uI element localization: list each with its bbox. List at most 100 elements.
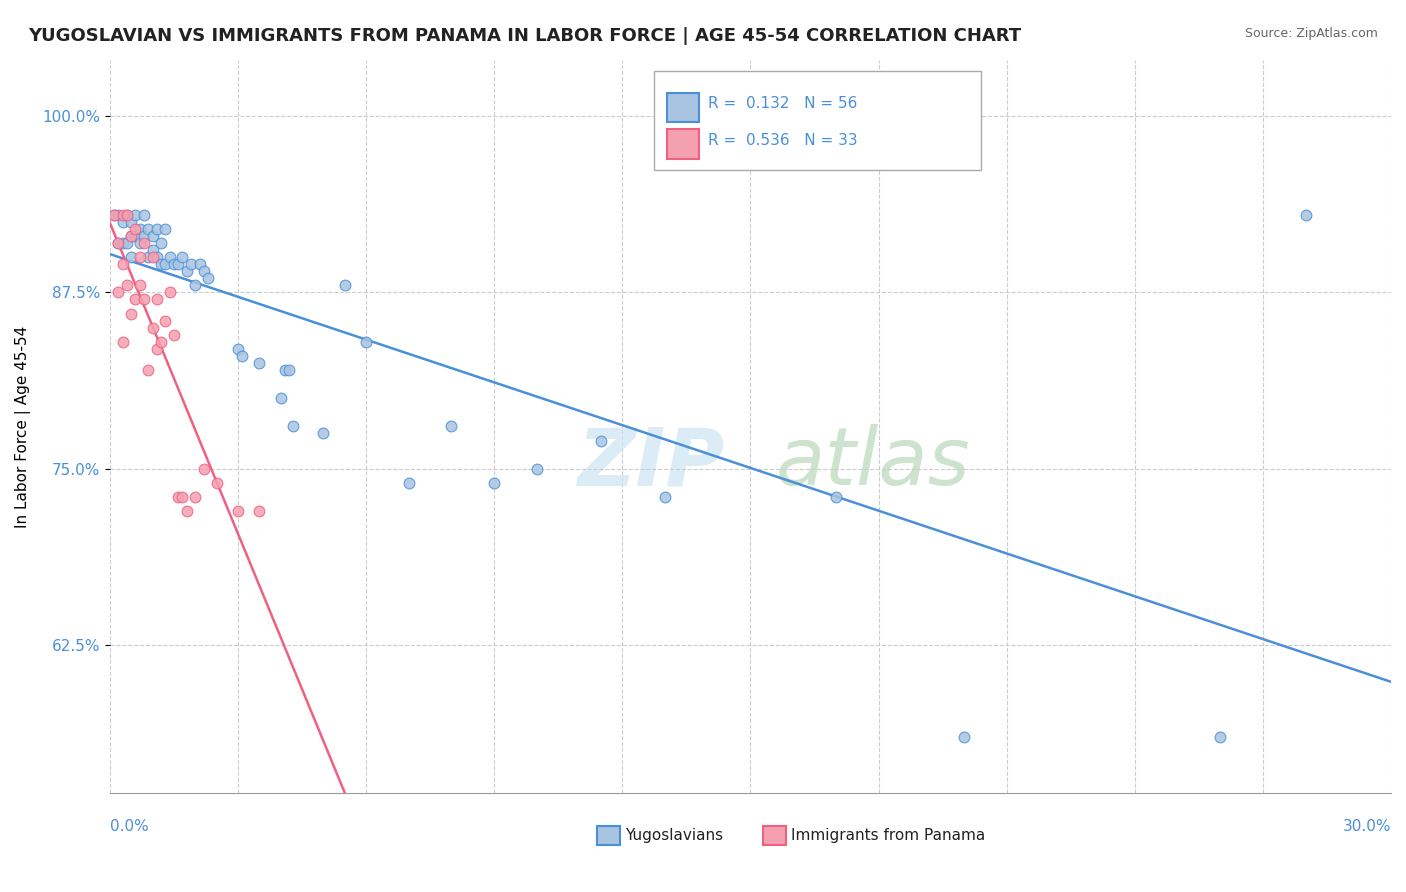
Point bbox=[188, 257, 211, 271]
Point bbox=[128, 235, 150, 250]
Point bbox=[150, 235, 173, 250]
Point bbox=[354, 334, 377, 349]
FancyBboxPatch shape bbox=[654, 70, 981, 169]
FancyBboxPatch shape bbox=[763, 826, 786, 845]
Point bbox=[120, 250, 142, 264]
Point bbox=[146, 293, 169, 307]
Text: ZIP: ZIP bbox=[578, 424, 725, 502]
Point bbox=[107, 235, 129, 250]
Point bbox=[150, 257, 173, 271]
Text: Yugoslavians: Yugoslavians bbox=[624, 829, 723, 843]
Point bbox=[146, 342, 169, 356]
Point bbox=[231, 349, 253, 363]
Point bbox=[953, 730, 976, 744]
Text: 0.0%: 0.0% bbox=[110, 819, 149, 834]
Point bbox=[155, 222, 177, 236]
Point bbox=[824, 490, 846, 504]
Point bbox=[274, 363, 297, 377]
Text: R =  0.536   N = 33: R = 0.536 N = 33 bbox=[709, 133, 858, 148]
Point bbox=[1295, 208, 1317, 222]
Point bbox=[115, 208, 138, 222]
Point bbox=[124, 293, 146, 307]
Point bbox=[163, 327, 186, 342]
Point bbox=[111, 215, 134, 229]
Point bbox=[176, 264, 198, 278]
Point bbox=[132, 208, 155, 222]
Point bbox=[180, 257, 202, 271]
Point bbox=[172, 250, 194, 264]
Point bbox=[124, 208, 146, 222]
Point bbox=[155, 257, 177, 271]
Point bbox=[159, 250, 181, 264]
Point bbox=[176, 504, 198, 518]
Point bbox=[482, 475, 505, 490]
Point bbox=[333, 278, 356, 293]
Point bbox=[107, 285, 129, 300]
Point bbox=[278, 363, 301, 377]
Point bbox=[136, 222, 159, 236]
Point bbox=[141, 250, 163, 264]
Point bbox=[132, 229, 155, 244]
Point bbox=[440, 419, 463, 434]
Point bbox=[132, 235, 155, 250]
Text: Immigrants from Panama: Immigrants from Panama bbox=[792, 829, 986, 843]
FancyBboxPatch shape bbox=[666, 129, 699, 159]
Point bbox=[103, 208, 125, 222]
Point bbox=[247, 356, 270, 370]
Point bbox=[283, 419, 305, 434]
Point bbox=[107, 235, 129, 250]
Text: Source: ZipAtlas.com: Source: ZipAtlas.com bbox=[1244, 27, 1378, 40]
Point bbox=[103, 208, 125, 222]
Point bbox=[128, 222, 150, 236]
Text: 30.0%: 30.0% bbox=[1343, 819, 1391, 834]
Point bbox=[124, 222, 146, 236]
Point bbox=[226, 342, 249, 356]
Point bbox=[146, 222, 169, 236]
Point bbox=[163, 257, 186, 271]
FancyBboxPatch shape bbox=[666, 93, 699, 122]
Point bbox=[150, 334, 173, 349]
Point bbox=[120, 229, 142, 244]
Point bbox=[398, 475, 420, 490]
Point bbox=[226, 504, 249, 518]
Point bbox=[120, 229, 142, 244]
Point bbox=[159, 285, 181, 300]
Point bbox=[146, 250, 169, 264]
Point bbox=[111, 235, 134, 250]
Point bbox=[111, 208, 134, 222]
Point bbox=[141, 229, 163, 244]
Text: atlas: atlas bbox=[776, 424, 970, 502]
Point bbox=[184, 490, 207, 504]
Point bbox=[197, 271, 219, 285]
Point bbox=[136, 363, 159, 377]
Point bbox=[654, 490, 676, 504]
Text: YUGOSLAVIAN VS IMMIGRANTS FROM PANAMA IN LABOR FORCE | AGE 45-54 CORRELATION CHA: YUGOSLAVIAN VS IMMIGRANTS FROM PANAMA IN… bbox=[28, 27, 1021, 45]
Point bbox=[270, 391, 292, 405]
Point bbox=[184, 278, 207, 293]
Point bbox=[115, 278, 138, 293]
Point bbox=[120, 215, 142, 229]
Point bbox=[172, 490, 194, 504]
Point bbox=[111, 257, 134, 271]
Point bbox=[124, 229, 146, 244]
Point bbox=[107, 208, 129, 222]
Point bbox=[312, 426, 335, 441]
Y-axis label: In Labor Force | Age 45-54: In Labor Force | Age 45-54 bbox=[15, 326, 31, 527]
Point bbox=[1209, 730, 1232, 744]
Text: R =  0.132   N = 56: R = 0.132 N = 56 bbox=[709, 96, 858, 112]
Point bbox=[247, 504, 270, 518]
Point bbox=[128, 278, 150, 293]
Point bbox=[115, 208, 138, 222]
Point bbox=[141, 320, 163, 334]
Point bbox=[120, 307, 142, 321]
FancyBboxPatch shape bbox=[596, 826, 620, 845]
Point bbox=[205, 475, 228, 490]
Point bbox=[132, 293, 155, 307]
Point bbox=[111, 334, 134, 349]
Point bbox=[136, 250, 159, 264]
Point bbox=[526, 462, 548, 476]
Point bbox=[155, 313, 177, 327]
Point bbox=[193, 462, 215, 476]
Point bbox=[193, 264, 215, 278]
Point bbox=[589, 434, 612, 448]
